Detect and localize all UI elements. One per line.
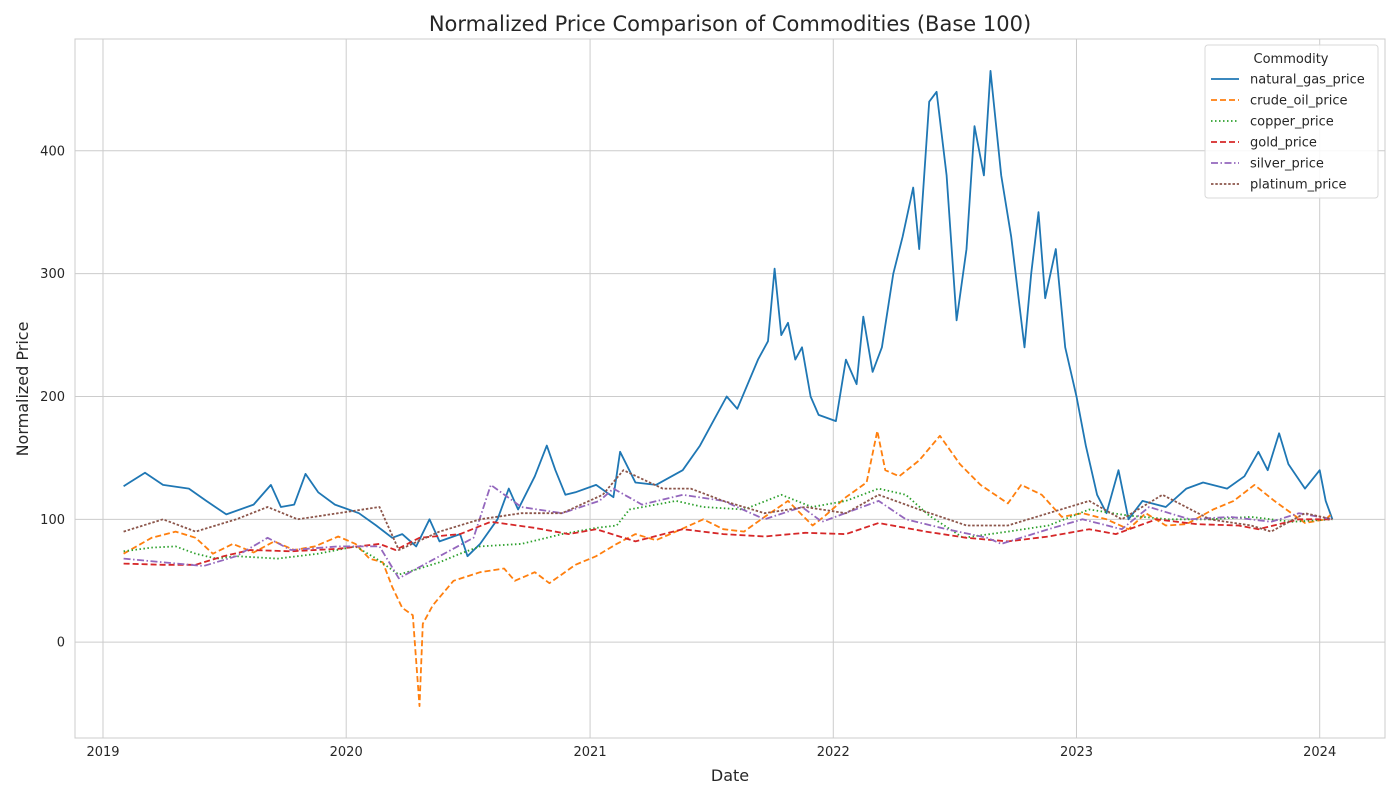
grid <box>75 39 1385 738</box>
x-tick-label: 2022 <box>817 745 850 760</box>
legend-box <box>1204 44 1379 199</box>
y-axis-label: Normalized Price <box>13 322 32 457</box>
series-line-gold-price <box>123 518 1333 566</box>
plot-area <box>74 38 1386 739</box>
legend: Commodity natural_gas_price crude_oil_pri… <box>1204 44 1379 199</box>
legend-entries: natural_gas_price crude_oil_price copper_p… <box>1211 73 1365 193</box>
x-tick-label: 2024 <box>1303 745 1336 760</box>
y-tick-label: 0 <box>57 636 65 651</box>
y-tick-label: 300 <box>40 267 65 282</box>
y-tick-label: 400 <box>40 144 65 159</box>
legend-label-crude-oil-price: crude_oil_price <box>1250 94 1348 109</box>
x-tick-label: 2020 <box>330 745 363 760</box>
tick-labels: 2019 2020 2021 2022 2023 2024 0 100 200 300 400 <box>40 144 1336 760</box>
y-tick-label: 100 <box>40 513 65 528</box>
x-tick-label: 2021 <box>574 745 607 760</box>
series-line-platinum-price <box>123 469 1333 551</box>
series-line-crude-oil-price <box>123 430 1334 707</box>
x-tick-label: 2023 <box>1060 745 1093 760</box>
legend-label-gold-price: gold_price <box>1250 136 1317 151</box>
series-lines <box>123 70 1334 707</box>
chart-title: Normalized Price Comparison of Commoditi… <box>429 12 1031 36</box>
series-line-natural-gas-price <box>123 70 1334 558</box>
series-line-silver-price <box>123 484 1333 580</box>
x-axis-label: Date <box>711 766 749 785</box>
legend-label-platinum-price: platinum_price <box>1250 178 1347 193</box>
series-line-copper-price <box>123 487 1333 576</box>
legend-label-silver-price: silver_price <box>1250 157 1324 172</box>
legend-label-natural-gas-price: natural_gas_price <box>1250 73 1365 88</box>
legend-label-copper-price: copper_price <box>1250 115 1334 130</box>
legend-title: Commodity <box>1254 52 1329 67</box>
y-tick-label: 200 <box>40 390 65 405</box>
x-tick-label: 2019 <box>86 745 119 760</box>
